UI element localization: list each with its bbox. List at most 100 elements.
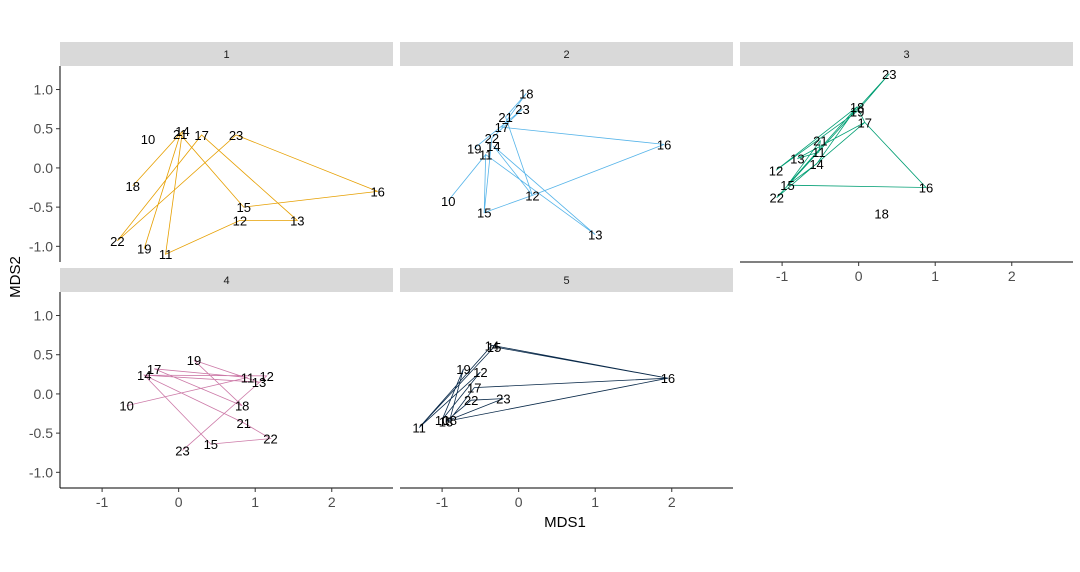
point-label: 14: [809, 157, 823, 172]
point-label: 19: [467, 141, 481, 156]
point-label: 18: [235, 399, 249, 414]
facet-strip-label: 1: [223, 49, 229, 61]
point-label: 16: [370, 184, 384, 199]
point-label: 19: [187, 353, 201, 368]
series-path: [418, 344, 668, 428]
series-path: [126, 359, 272, 451]
point-label: 10: [119, 399, 133, 414]
y-tick-label: -0.5: [29, 199, 53, 215]
point-label: 11: [241, 370, 255, 385]
series-path: [117, 129, 378, 255]
point-label: 18: [519, 86, 533, 101]
point-label: 14: [486, 139, 500, 154]
point-label: 11: [479, 148, 493, 163]
y-tick-label: 1.0: [34, 308, 54, 324]
point-label: 17: [194, 128, 208, 143]
point-label: 11: [159, 247, 173, 262]
point-label: 22: [263, 432, 277, 447]
point-label: 11: [812, 145, 826, 160]
point-label: 21: [498, 110, 512, 125]
point-label: 17: [858, 115, 872, 130]
x-tick-label: 0: [515, 494, 523, 510]
point-label: 14: [175, 124, 189, 139]
point-label: 13: [290, 213, 304, 228]
point-label: 22: [464, 393, 478, 408]
point-label: 13: [439, 414, 453, 429]
point-label: 12: [525, 188, 539, 203]
point-label: 22: [485, 131, 499, 146]
facet-strip: [400, 268, 733, 292]
x-tick-label: 1: [591, 494, 599, 510]
point-label: 22: [770, 191, 784, 206]
x-tick-label: -1: [436, 494, 449, 510]
facet-strip-label: 5: [563, 275, 569, 287]
x-tick-label: 0: [175, 494, 183, 510]
facet-strip-label: 2: [563, 49, 569, 61]
point-label: 21: [173, 127, 187, 142]
facet-strip: [60, 42, 393, 66]
point-label: 15: [204, 437, 218, 452]
y-tick-label: 0.5: [34, 347, 54, 363]
point-label: 15: [477, 206, 491, 221]
series-path: [775, 73, 927, 199]
series-path: [447, 93, 665, 235]
point-label: 19: [850, 104, 864, 119]
point-label: 19: [137, 242, 151, 257]
point-label: 17: [467, 381, 481, 396]
point-label: 16: [661, 371, 675, 386]
point-label: 18: [850, 100, 864, 115]
facet-strip: [60, 268, 393, 292]
point-label: 23: [229, 128, 243, 143]
point-label: 18: [443, 413, 457, 428]
y-tick-label: -1.0: [29, 464, 53, 480]
point-label: 13: [588, 228, 602, 243]
point-label: 12: [769, 163, 783, 178]
point-label: 10: [435, 413, 449, 428]
x-tick-label: 1: [931, 268, 939, 284]
x-tick-label: 1: [251, 494, 259, 510]
facet-strip-label: 4: [223, 275, 229, 287]
point-label: 12: [233, 213, 247, 228]
point-label: 10: [441, 194, 455, 209]
point-label: 19: [456, 362, 470, 377]
point-label: 23: [175, 443, 189, 458]
y-axis-title: MDS2: [7, 256, 24, 298]
y-tick-label: 1.0: [34, 82, 54, 98]
y-tick-label: -1.0: [29, 238, 53, 254]
facet-strip: [400, 42, 733, 66]
x-tick-label: 0: [855, 268, 863, 284]
point-label: 16: [919, 181, 933, 196]
x-axis-title: MDS1: [544, 514, 586, 531]
x-tick-label: -1: [776, 268, 789, 284]
point-label: 12: [473, 365, 487, 380]
point-label: 17: [147, 362, 161, 377]
point-label: 21: [236, 416, 250, 431]
y-tick-label: 0.5: [34, 121, 54, 137]
point-label: 22: [110, 234, 124, 249]
point-label: 14: [137, 368, 151, 383]
point-label: 10: [141, 132, 155, 147]
point-label: 23: [515, 102, 529, 117]
facet-strip-label: 3: [903, 49, 909, 61]
point-label: 12: [259, 369, 273, 384]
y-tick-label: 0.0: [34, 160, 54, 176]
x-tick-label: -1: [96, 494, 109, 510]
point-label: 11: [412, 421, 426, 436]
point-label: 15: [780, 178, 794, 193]
y-tick-label: 0.0: [34, 386, 54, 402]
x-tick-label: 2: [328, 494, 336, 510]
x-tick-label: 2: [668, 494, 676, 510]
point-label: 23: [496, 392, 510, 407]
x-tick-label: 2: [1008, 268, 1016, 284]
facet-strip: [740, 42, 1073, 66]
point-label: 13: [252, 375, 266, 390]
point-label: 14: [485, 338, 499, 353]
point-label: 15: [236, 200, 250, 215]
